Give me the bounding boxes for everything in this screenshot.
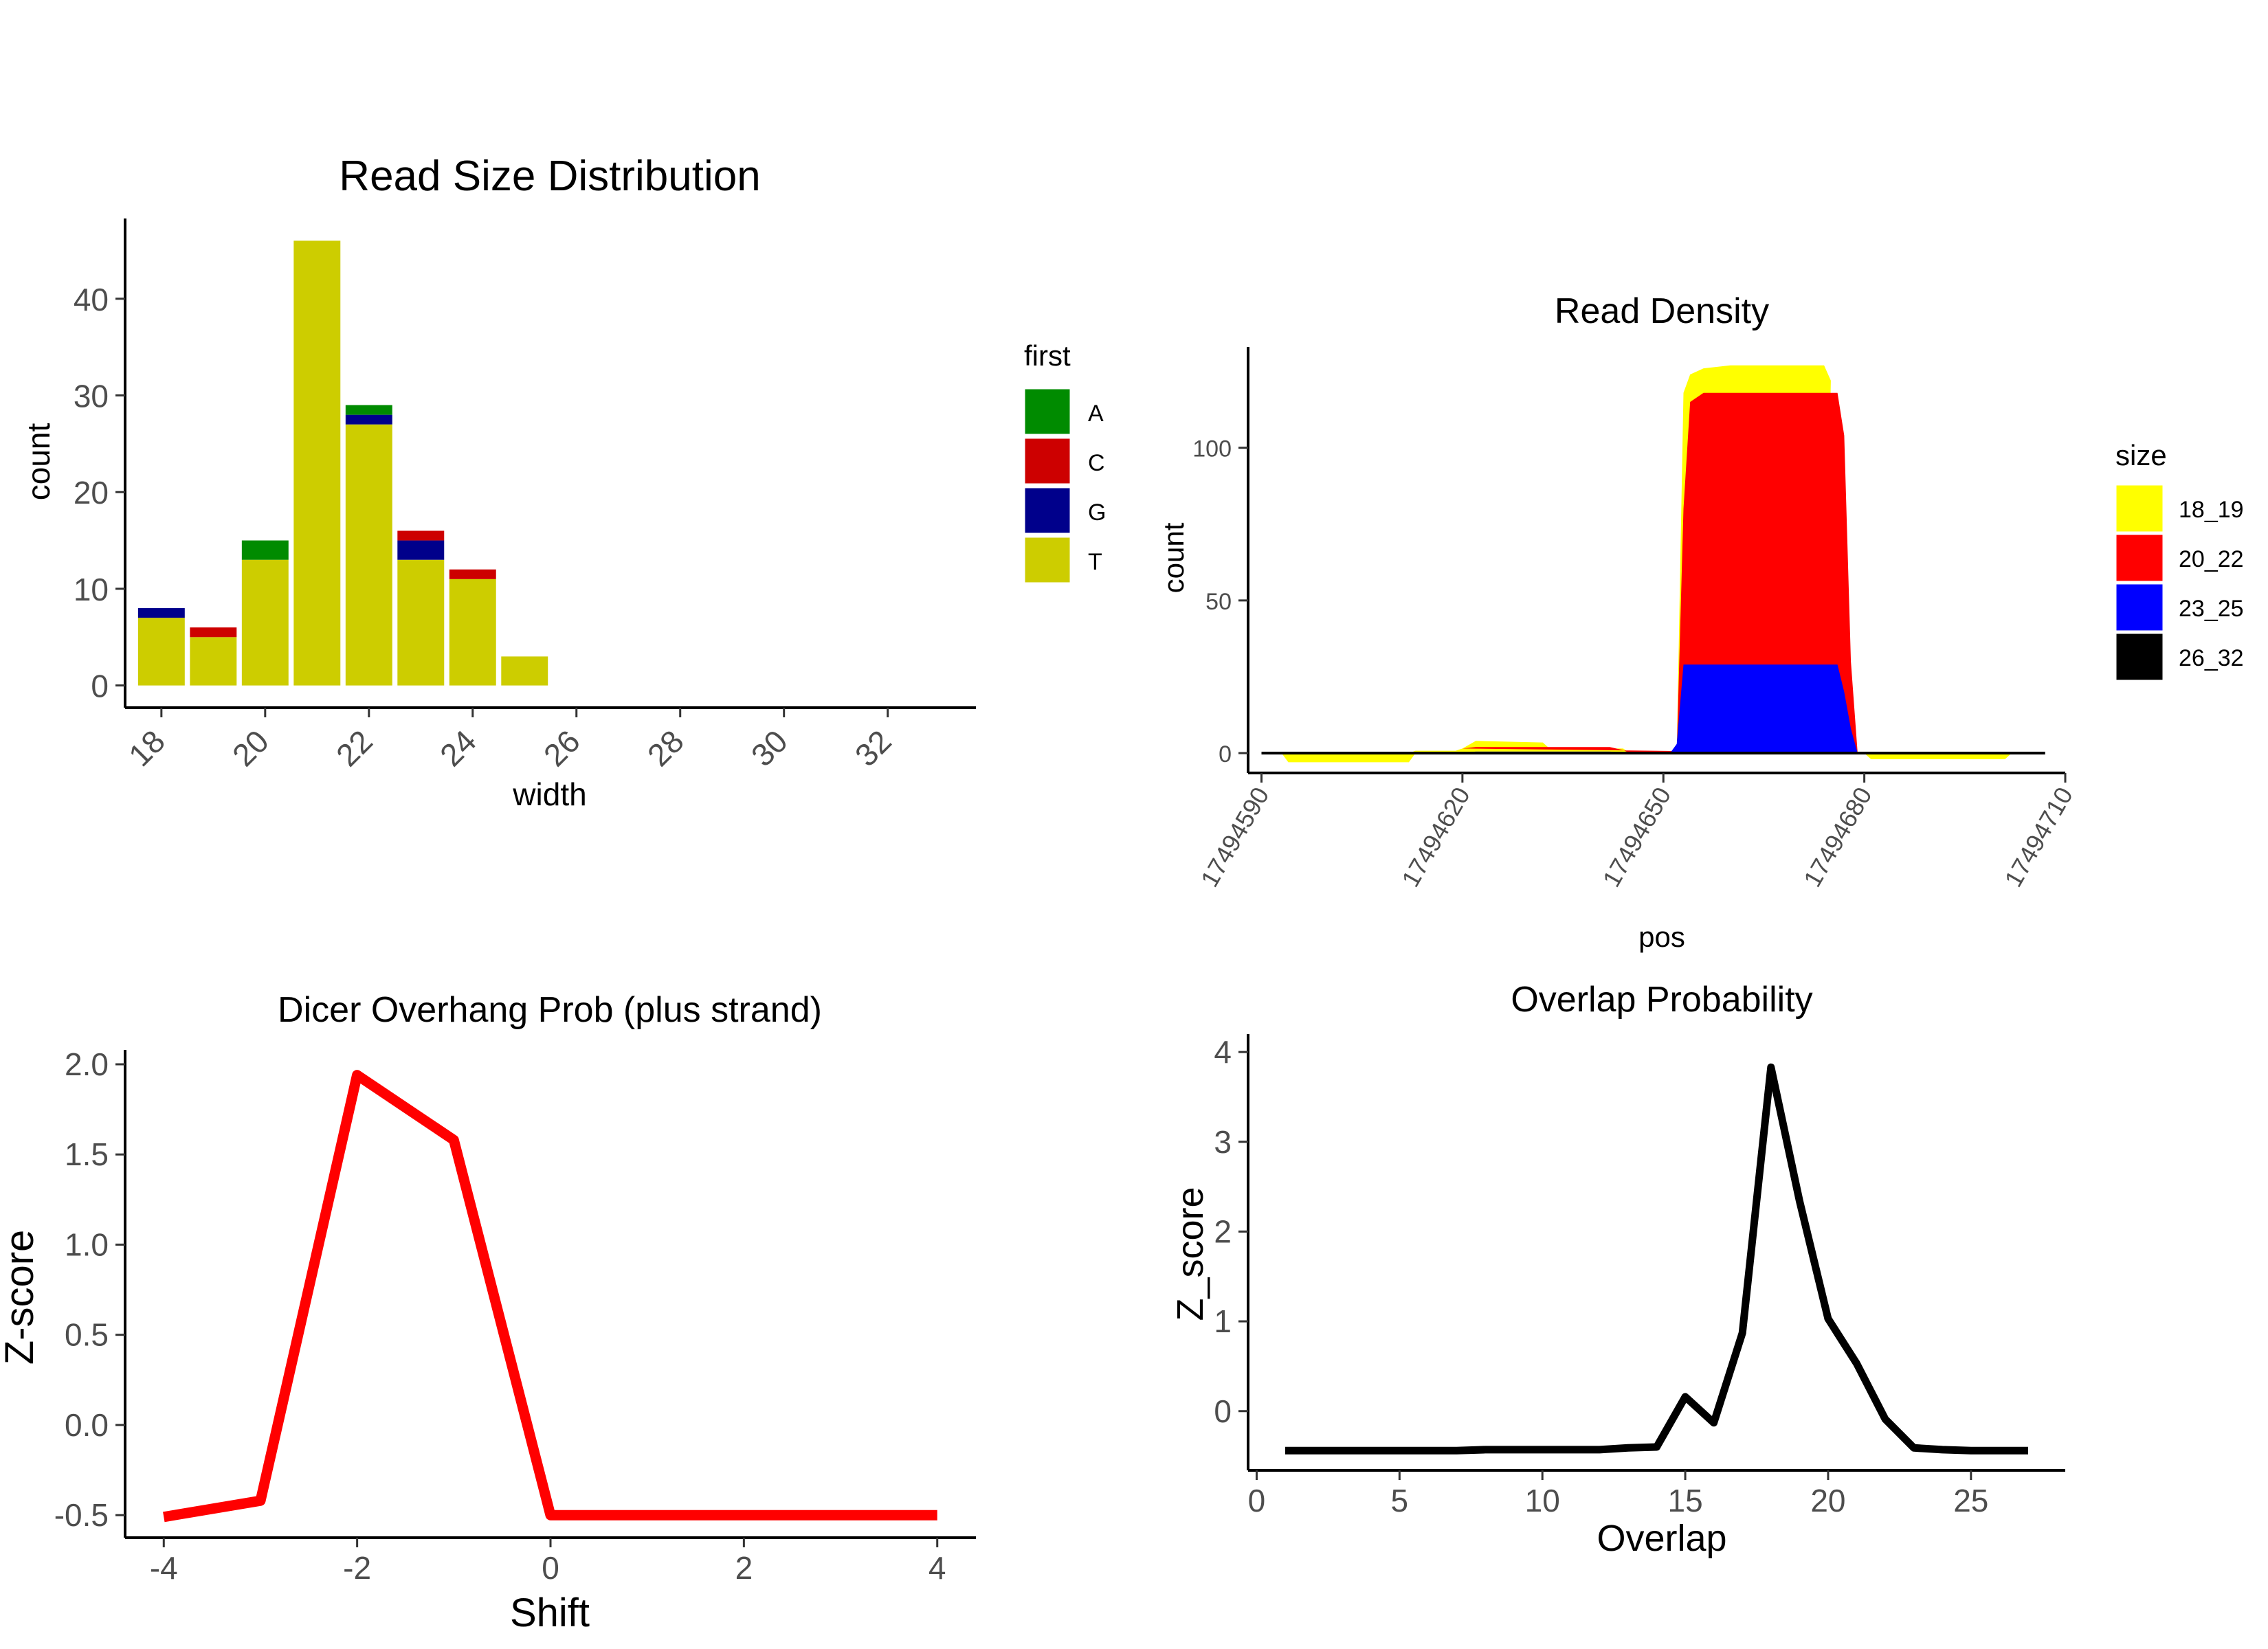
y-tick-label: 40: [74, 282, 109, 317]
legend-key-A: [1023, 387, 1072, 436]
x-axis-label: width: [512, 776, 586, 812]
x-tick-label: 5: [1391, 1483, 1409, 1518]
bar-20-T: [241, 559, 289, 686]
panel-title: Dicer Overhang Prob (plus strand): [278, 990, 822, 1030]
bar-19-T: [190, 637, 237, 686]
bar-22-A: [345, 405, 392, 415]
x-tick-label: 4: [929, 1550, 946, 1586]
panel-title: Read Size Distribution: [339, 153, 760, 200]
y-tick-label: 2: [1214, 1213, 1232, 1249]
bar-24-C: [449, 569, 496, 579]
y-axis-label: Z_score: [1170, 1187, 1211, 1321]
bar-22-T: [345, 424, 392, 686]
plot-area: 0 1 2 3 4 0 5 10 15 20 25: [1214, 1034, 2065, 1518]
legend-key-T: [1023, 535, 1072, 585]
legend-label-18_19: 18_19: [2179, 497, 2244, 523]
panel-title: Overlap Probability: [1511, 980, 1812, 1020]
y-tick-label: 10: [74, 572, 109, 607]
legend-label-20_22: 20_22: [2179, 546, 2244, 572]
x-tick-label: 2: [735, 1550, 753, 1586]
y-tick-label: 0: [91, 669, 109, 704]
y-tick-label: 50: [1205, 589, 1232, 615]
x-tick-label: -2: [343, 1550, 371, 1586]
bar-19-C: [190, 627, 237, 638]
bar-23-G: [397, 540, 445, 560]
y-tick-label: 0.5: [65, 1317, 109, 1353]
read-size-distribution-panel: Read Size Distribution width count 0 10 20…: [21, 153, 1106, 812]
x-tick-label: -4: [150, 1550, 178, 1586]
x-axis-label: Overlap: [1597, 1518, 1726, 1559]
y-tick-label: 0: [1219, 741, 1232, 767]
y-axis-label: count: [21, 423, 56, 501]
legend-label-C: C: [1088, 450, 1105, 476]
overlap-probability-panel: Overlap Probability Overlap Z_score 0 1 2 3…: [1170, 980, 2065, 1559]
bar-18-G: [137, 608, 185, 618]
x-tick-label: 15: [1667, 1483, 1702, 1518]
legend-label-A: A: [1088, 401, 1104, 427]
series-line-plus: [163, 1070, 937, 1523]
y-tick-label: 100: [1192, 436, 1232, 462]
y-tick-label: -0.5: [54, 1497, 109, 1533]
legend-key-23_25: [2114, 582, 2165, 633]
bar-22-G: [345, 414, 392, 425]
y-tick-label: 4: [1214, 1034, 1232, 1070]
legend-label-26_32: 26_32: [2179, 645, 2244, 671]
plot-area: -0.5 0.0 0.5 1.0 1.5 2.0 -4 -2 0 2 4: [54, 1046, 976, 1586]
legend-key-G: [1023, 486, 1072, 535]
x-tick-label: 0: [1248, 1483, 1266, 1518]
panel-title: Read Density: [1555, 291, 1769, 331]
bar-24-T: [449, 579, 496, 686]
legend: size 18_19 20_22 23_25 26_32: [2114, 439, 2244, 682]
y-tick-label: 0: [1214, 1393, 1232, 1429]
x-tick-label: 10: [1525, 1483, 1560, 1518]
bar-20-A: [241, 540, 289, 560]
legend-label-G: G: [1088, 500, 1106, 526]
series-line-overlap: [1285, 1063, 2028, 1455]
y-tick-label: 1.5: [65, 1136, 109, 1172]
y-tick-label: 20: [74, 475, 109, 511]
y-axis-label: Z-score: [0, 1230, 42, 1365]
area-20_22: [1462, 392, 1858, 754]
legend-title: size: [2115, 439, 2167, 471]
bar-21-T: [293, 240, 341, 686]
y-tick-label: 0.0: [65, 1407, 109, 1443]
area-23_25: [1462, 664, 1858, 754]
legend-label-T: T: [1088, 549, 1102, 575]
bar-25-T: [501, 656, 548, 686]
x-axis-label: Shift: [510, 1591, 590, 1635]
bar-23-C: [397, 530, 445, 541]
y-tick-label: 1: [1214, 1303, 1232, 1339]
legend-key-18_19: [2114, 483, 2165, 534]
bar-23-T: [397, 559, 445, 686]
y-tick-label: 3: [1214, 1124, 1232, 1160]
x-tick-label: 0: [542, 1550, 559, 1586]
x-axis-label: pos: [1638, 921, 1685, 953]
legend-title: first: [1024, 339, 1071, 372]
dicer-overhang-panel: Dicer Overhang Prob (plus strand) Shift …: [0, 990, 976, 1635]
y-tick-label: 1.0: [65, 1226, 109, 1262]
legend-key-20_22: [2114, 532, 2165, 583]
legend-key-26_32: [2114, 631, 2165, 682]
x-tick-label: 25: [1953, 1483, 1988, 1518]
bar-18-T: [137, 618, 185, 686]
legend-key-C: [1023, 436, 1072, 486]
y-axis-label: count: [1157, 522, 1190, 593]
y-tick-label: 2.0: [65, 1046, 109, 1082]
x-tick-label: 20: [1810, 1483, 1845, 1518]
y-tick-label: 30: [74, 379, 109, 414]
legend-label-23_25: 23_25: [2179, 596, 2244, 622]
